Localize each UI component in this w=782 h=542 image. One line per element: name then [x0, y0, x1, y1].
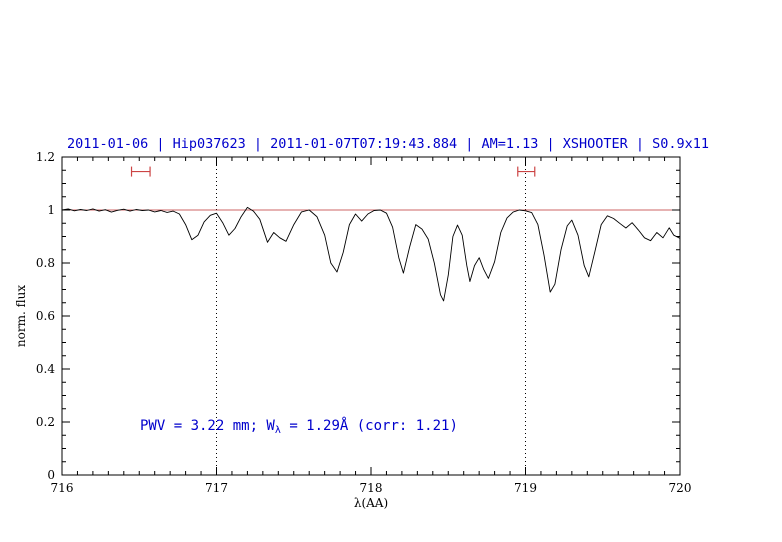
spectrum-series [61, 206, 681, 302]
y-tick-label: 0 [47, 468, 55, 482]
y-tick-label: 0.2 [36, 415, 55, 429]
x-tick-label: 719 [514, 481, 537, 495]
axis-ticks [61, 156, 681, 476]
y-tick-label: 0.4 [36, 362, 55, 376]
spectrum-line [61, 206, 681, 302]
x-tick-label: 717 [205, 481, 228, 495]
x-tick-label: 716 [51, 481, 74, 495]
y-tick-label: 0.8 [36, 256, 55, 270]
y-tick-label: 1 [47, 203, 55, 217]
pwv-annotation-rest: = 1.29Å (corr: 1.21) [281, 417, 458, 434]
y-axis-label: norm. flux [14, 285, 28, 347]
x-tick-label: 720 [669, 481, 692, 495]
tick-labels: 716 717 718 719 720 0 0.2 0.4 0.6 0.8 1 1.2 [36, 150, 692, 495]
pwv-annotation-main: PWV = 3.22 mm; W [140, 418, 275, 434]
plot-title: 2011-01-06 | Hip037623 | 2011-01-07T07:1… [67, 136, 709, 152]
x-axis-label: λ(AA) [354, 496, 388, 510]
range-markers [130, 166, 536, 177]
pwv-annotation: PWV = 3.22 mm; Wλ = 1.29Å (corr: 1.21) [140, 417, 458, 436]
lambda-subscript: λ [275, 425, 281, 436]
y-tick-label: 0.6 [36, 309, 55, 323]
y-tick-label: 1.2 [36, 150, 55, 164]
x-tick-label: 718 [360, 481, 383, 495]
